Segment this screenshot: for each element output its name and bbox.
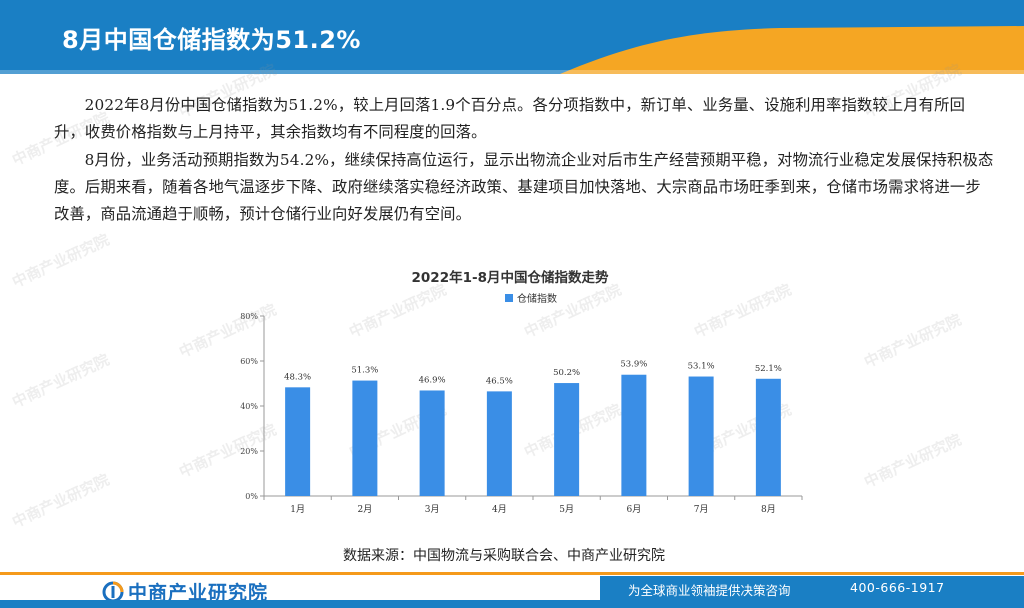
x-tick-label: 3月 xyxy=(425,504,440,515)
footer-bottom-strip xyxy=(0,600,1024,608)
watermark: 中商产业研究院 xyxy=(9,470,113,532)
bar xyxy=(285,387,311,496)
bar xyxy=(755,378,781,496)
watermark: 中商产业研究院 xyxy=(9,230,113,292)
data-label: 46.9% xyxy=(419,375,446,385)
footer-logo: 中商产业研究院 xyxy=(102,578,268,605)
header-band: 8月中国仓储指数为51.2% xyxy=(0,0,1024,74)
header-decoration xyxy=(0,26,1024,74)
page-title: 8月中国仓储指数为51.2% xyxy=(62,26,361,54)
x-tick-label: 8月 xyxy=(761,504,776,515)
bar xyxy=(621,374,647,496)
x-tick-label: 4月 xyxy=(492,504,507,515)
x-tick-label: 6月 xyxy=(627,504,642,515)
data-label: 51.3% xyxy=(351,366,378,376)
y-tick-label: 20% xyxy=(240,447,258,456)
footer-logo-text: 中商产业研究院 xyxy=(128,582,269,604)
data-label: 46.5% xyxy=(486,376,513,386)
data-label: 48.3% xyxy=(284,372,311,382)
watermark: 中商产业研究院 xyxy=(861,430,965,492)
watermark: 中商产业研究院 xyxy=(9,350,113,412)
bar-chart: 0% 20% 40% 60% 80% 48.3% 1月 51.3% 2月 46.9% 3月 46.5%… xyxy=(240,312,803,515)
chart-legend: 仓储指数 xyxy=(505,290,557,305)
y-tick-label: 0% xyxy=(245,492,258,501)
data-label: 53.1% xyxy=(688,362,715,372)
watermark: 中商产业研究院 xyxy=(861,310,965,372)
bar xyxy=(688,376,714,496)
x-tick-label: 7月 xyxy=(694,504,709,515)
y-tick-label: 60% xyxy=(240,357,258,366)
bar xyxy=(486,391,512,496)
data-label: 53.9% xyxy=(620,360,647,370)
y-tick-label: 80% xyxy=(240,312,258,321)
data-label: 50.2% xyxy=(553,368,580,378)
y-tick-label: 40% xyxy=(240,402,258,411)
paragraph: 2022年8月份中国仓储指数为51.2%，较上月回落1.9个百分点。各分项指数中… xyxy=(54,96,966,141)
footer-bar: 为全球商业领袖提供决策咨询 400-666-1917 xyxy=(600,576,1024,600)
data-label: 52.1% xyxy=(755,364,782,374)
footer-divider xyxy=(0,572,1024,575)
article-body: 2022年8月份中国仓储指数为51.2%，较上月回落1.9个百分点。各分项指数中… xyxy=(54,92,994,229)
x-tick-label: 5月 xyxy=(559,504,574,515)
bar xyxy=(554,383,580,496)
bar xyxy=(352,380,378,496)
legend-label: 仓储指数 xyxy=(517,294,557,305)
bar xyxy=(419,390,445,496)
paragraph: 8月份，业务活动预期指数为54.2%，继续保持高位运行，显示出物流企业对后市生产… xyxy=(54,151,994,223)
data-source: 数据来源：中国物流与采购联合会、中商产业研究院 xyxy=(343,548,665,564)
x-tick-label: 1月 xyxy=(290,504,305,515)
footer-slogan: 为全球商业领袖提供决策咨询 xyxy=(628,583,791,598)
x-tick-label: 2月 xyxy=(358,504,373,515)
legend-swatch xyxy=(505,293,513,302)
footer-phone: 400-666-1917 xyxy=(850,580,945,595)
chart-title: 2022年1-8月中国仓储指数走势 xyxy=(411,270,609,286)
